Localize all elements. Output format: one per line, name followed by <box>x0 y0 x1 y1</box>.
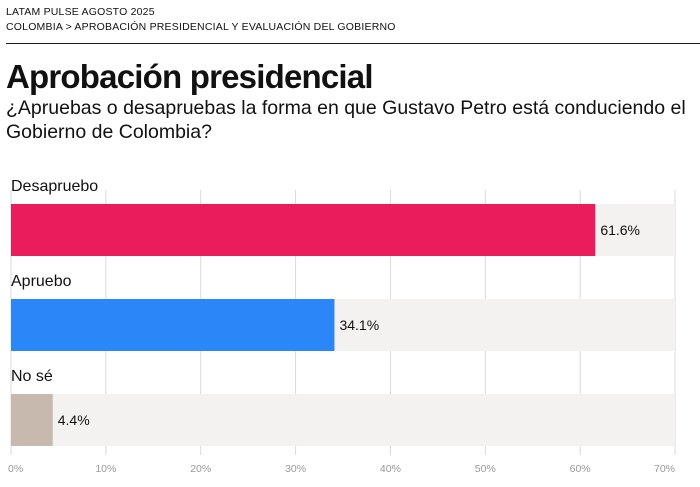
category-label: Apruebo <box>11 273 72 290</box>
bar-track <box>11 394 675 446</box>
x-tick-label: 50% <box>475 463 496 475</box>
value-label: 61.6% <box>600 222 640 238</box>
category-label: Desapruebo <box>11 178 98 195</box>
x-tick-label: 30% <box>285 463 306 475</box>
header-divider <box>6 43 700 44</box>
x-tick-label: 0% <box>8 463 23 475</box>
x-tick-label: 70% <box>654 463 675 475</box>
chart-subtitle: ¿Apruebas o desapruebas la forma en que … <box>6 97 686 143</box>
value-label: 4.4% <box>58 412 90 428</box>
category-label: No sé <box>11 368 53 385</box>
x-tick-label: 60% <box>570 463 591 475</box>
breadcrumb: COLOMBIA > APROBACIÓN PRESIDENCIAL Y EVA… <box>6 21 396 33</box>
bar <box>11 299 335 351</box>
report-header: LATAM PULSE AGOSTO 2025 COLOMBIA > APROB… <box>6 5 396 35</box>
x-tick-label: 20% <box>190 463 211 475</box>
bar <box>11 394 53 446</box>
x-tick-label: 40% <box>380 463 401 475</box>
bar <box>11 204 596 256</box>
chart-title: Aprobación presidencial <box>6 58 374 95</box>
report-name: LATAM PULSE AGOSTO 2025 <box>6 6 155 18</box>
x-tick-label: 10% <box>95 463 116 475</box>
value-label: 34.1% <box>339 317 379 333</box>
